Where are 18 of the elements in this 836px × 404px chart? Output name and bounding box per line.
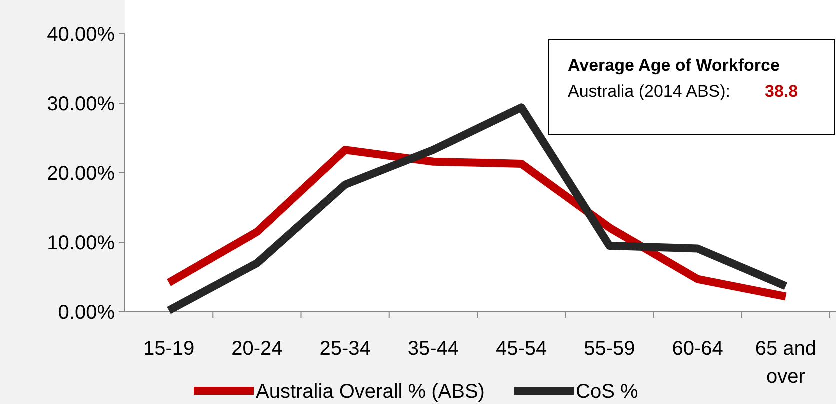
y-tick-label: 10.00% (47, 232, 116, 254)
x-tick-label: 20-24 (232, 338, 283, 360)
x-tick-label: 65 and over (755, 338, 817, 388)
x-tick-label: 15-19 (143, 338, 195, 360)
x-tick-label: 55-59 (584, 338, 636, 360)
y-tick-label: 30.00% (47, 94, 116, 116)
x-tick-label: 60-64 (672, 338, 724, 360)
annotation: 38.8 (765, 82, 798, 101)
legend-label: Australia Overall % (ABS) (256, 381, 485, 403)
y-tick-label: 20.00% (47, 163, 116, 185)
x-tick-label: 45-54 (496, 338, 548, 360)
x-tick-label: 25-34 (320, 338, 371, 360)
y-tick-label: 40.00% (47, 24, 116, 46)
x-tick-label: 35-44 (408, 338, 460, 360)
annotation: Average Age of Workforce (568, 56, 780, 75)
annotation: Australia (2014 ABS): (568, 82, 731, 101)
legend-label: CoS % (576, 381, 638, 403)
y-tick-label: 0.00% (58, 302, 116, 324)
